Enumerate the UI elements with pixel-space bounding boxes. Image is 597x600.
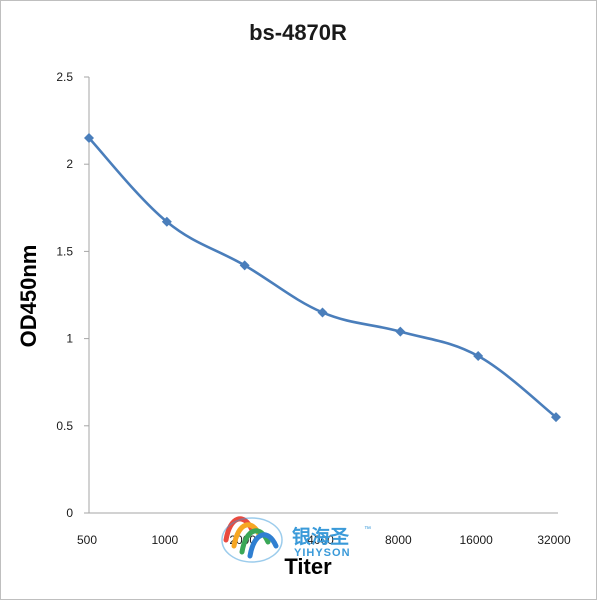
y-tick-label: 2.5 — [56, 70, 73, 84]
x-tick-label: 500 — [77, 533, 97, 547]
data-point-1000 — [161, 216, 172, 227]
series-line — [84, 133, 561, 423]
watermark-english-text: YIHYSON — [294, 547, 351, 559]
watermark-logo: 银海圣 ™ YIHYSON — [221, 516, 371, 563]
y-axis-label: OD450nm — [16, 245, 41, 348]
x-tick-label: 16000 — [459, 533, 493, 547]
data-point-4000 — [317, 307, 328, 318]
chart-title: bs-4870R — [249, 20, 347, 45]
series-path — [88, 137, 557, 419]
watermark-trademark: ™ — [364, 526, 371, 533]
data-point-500 — [84, 133, 94, 144]
data-point-8000 — [395, 326, 406, 337]
y-tick-label: 0.5 — [56, 419, 73, 433]
x-axis-label: Titer — [284, 554, 332, 579]
data-point-32000 — [551, 412, 561, 423]
data-point-2000 — [239, 260, 250, 271]
x-tick-label: 1000 — [151, 533, 178, 547]
y-tick-label: 1 — [66, 332, 73, 346]
x-tick-label: 8000 — [385, 533, 412, 547]
data-point-16000 — [473, 351, 484, 362]
watermark-logo-icon — [221, 516, 283, 563]
axes — [88, 77, 558, 514]
x-tick-label: 4000 — [307, 533, 334, 547]
y-tick-label: 2 — [66, 157, 73, 171]
y-tick-label: 0 — [66, 506, 73, 520]
watermark-chinese-text: 银海圣 — [292, 525, 350, 548]
y-tick-labels: 0 0.5 1 1.5 2 2.5 — [56, 70, 89, 520]
y-tick-label: 1.5 — [56, 244, 73, 258]
x-tick-label: 32000 — [537, 533, 571, 547]
